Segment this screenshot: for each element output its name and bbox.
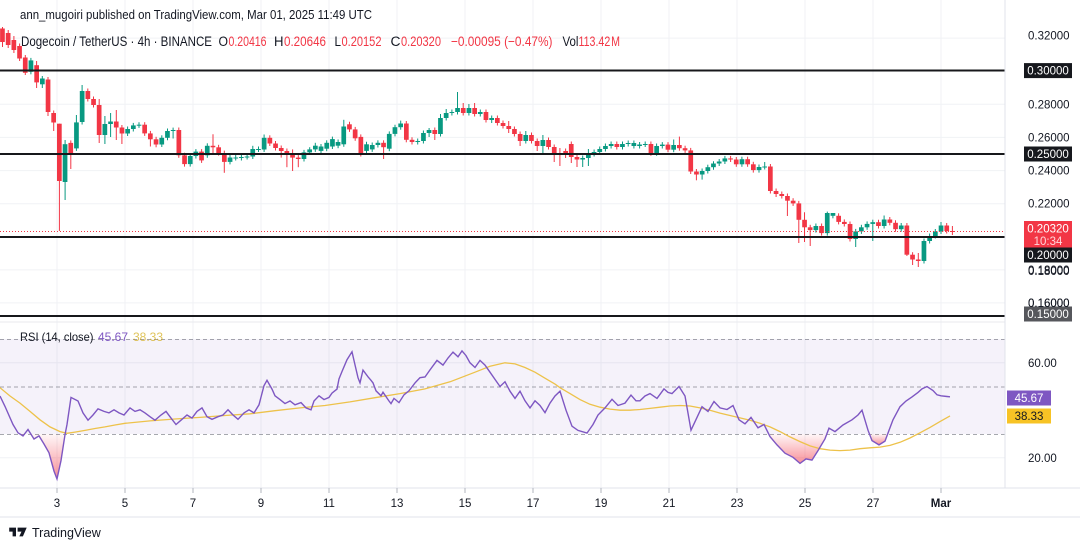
svg-text:25: 25 [799,498,812,510]
svg-text:20.00: 20.00 [1028,453,1057,465]
svg-text:0.25000: 0.25000 [1027,149,1069,161]
svg-text:0.24000: 0.24000 [1028,166,1070,178]
svg-text:17: 17 [527,498,540,510]
svg-text:45.67: 45.67 [1015,393,1044,405]
svg-text:0.16000: 0.16000 [1028,298,1070,310]
svg-text:0.30000: 0.30000 [1027,66,1069,78]
svg-text:0.22000: 0.22000 [1028,199,1070,211]
svg-text:7: 7 [190,498,196,510]
svg-text:11: 11 [323,498,335,510]
svg-text:27: 27 [867,498,880,510]
svg-text:ann_mugoiri published on Tradi: ann_mugoiri published on TradingView.com… [20,7,372,22]
svg-text:TradingView: TradingView [32,526,102,540]
svg-text:0.15000: 0.15000 [1027,309,1069,321]
svg-text:0.18000: 0.18000 [1028,265,1070,277]
svg-text:38.33: 38.33 [1015,411,1044,423]
svg-text:9: 9 [258,498,264,510]
svg-text:13: 13 [391,498,404,510]
svg-text:0.26000: 0.26000 [1028,132,1070,144]
svg-text:0.28000: 0.28000 [1028,99,1070,111]
svg-text:0.32000: 0.32000 [1028,31,1070,43]
svg-text:10:34: 10:34 [1034,236,1063,248]
svg-text:Mar: Mar [931,498,952,510]
svg-text:23: 23 [731,498,744,510]
svg-text:3: 3 [54,498,60,510]
svg-text:0.20000: 0.20000 [1027,250,1069,262]
svg-text:5: 5 [122,498,128,510]
svg-text:15: 15 [459,498,472,510]
svg-text:0.18000: 0.18000 [1028,266,1070,278]
svg-text:0.20320: 0.20320 [1027,224,1069,236]
svg-text:19: 19 [595,498,608,510]
svg-text:21: 21 [663,498,676,510]
svg-text:Dogecoin / TetherUS · 4h · BIN: Dogecoin / TetherUS · 4h · BINANCE O0.204… [21,34,620,49]
svg-text:60.00: 60.00 [1028,358,1057,370]
